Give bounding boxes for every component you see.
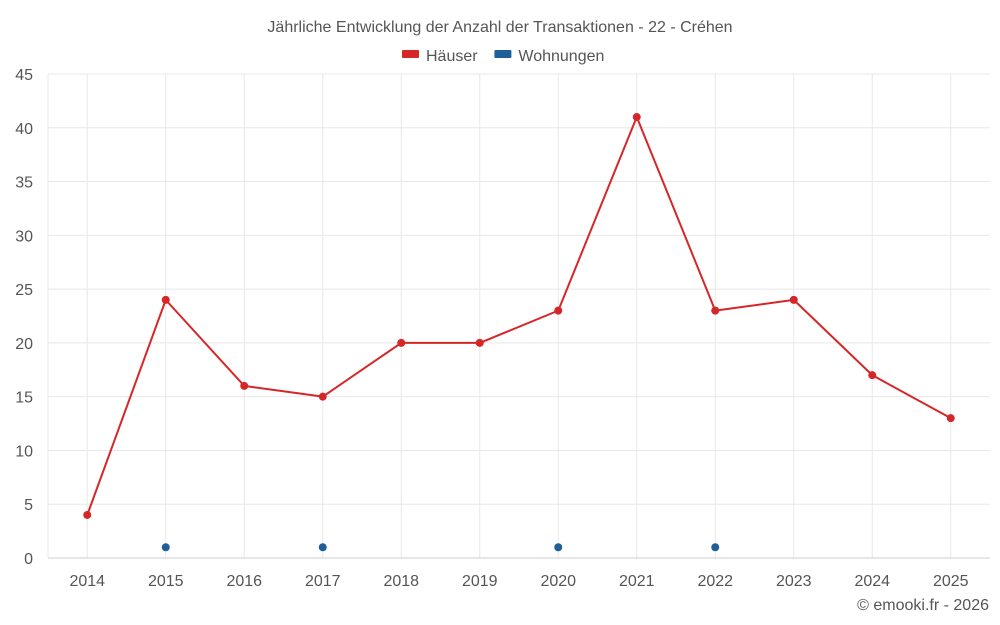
legend-swatch [494, 50, 512, 58]
x-tick-label: 2019 [462, 573, 498, 590]
data-point[interactable] [161, 295, 170, 304]
series-häuser [83, 113, 955, 519]
x-tick-label: 2016 [226, 573, 262, 590]
series-wohnungen [161, 543, 720, 552]
legend: Häuser Wohnungen [402, 48, 604, 65]
data-point[interactable] [554, 306, 563, 315]
data-point[interactable] [83, 510, 92, 519]
x-tick-label: 2023 [776, 573, 812, 590]
data-point[interactable] [318, 392, 327, 401]
data-point[interactable] [397, 338, 406, 347]
y-tick-label: 0 [24, 551, 33, 568]
x-tick-label: 2018 [383, 573, 419, 590]
y-tick-label: 25 [15, 282, 33, 299]
data-point[interactable] [868, 371, 877, 380]
y-tick-label: 20 [15, 336, 33, 353]
y-tick-label: 10 [15, 443, 33, 460]
data-point[interactable] [946, 414, 955, 423]
y-tick-label: 35 [15, 175, 33, 192]
x-tick-label: 2020 [540, 573, 576, 590]
data-point[interactable] [161, 543, 170, 552]
data-point[interactable] [632, 113, 641, 122]
grid-lines [47, 73, 990, 558]
x-tick-label: 2014 [69, 573, 105, 590]
legend-swatch [402, 50, 419, 58]
credit-text: © emooki.fr - 2026 [857, 597, 989, 614]
y-tick-label: 30 [15, 228, 33, 245]
x-tick-label: 2017 [305, 573, 341, 590]
chart-title: Jährliche Entwicklung der Anzahl der Tra… [267, 19, 732, 36]
y-tick-label: 15 [15, 390, 33, 407]
data-point[interactable] [318, 543, 327, 552]
y-tick-label: 45 [15, 67, 33, 84]
series-layer [83, 113, 955, 552]
y-tick-label: 40 [15, 121, 33, 138]
legend-label: Wohnungen [518, 48, 604, 65]
x-tick-label: 2024 [854, 573, 890, 590]
data-point[interactable] [240, 381, 249, 390]
x-tick-label: 2025 [933, 573, 969, 590]
data-point[interactable] [789, 295, 798, 304]
y-tick-label: 5 [24, 497, 33, 514]
legend-item-wohnungen[interactable]: Wohnungen [494, 48, 604, 65]
x-tick-label: 2021 [619, 573, 655, 590]
legend-label: Häuser [426, 48, 478, 65]
data-point[interactable] [711, 306, 720, 315]
x-tick-label: 2015 [148, 573, 184, 590]
data-point[interactable] [711, 543, 720, 552]
data-point[interactable] [554, 543, 563, 552]
x-tick-label: 2022 [697, 573, 733, 590]
legend-item-häuser[interactable]: Häuser [402, 48, 478, 65]
series-line [86, 116, 952, 516]
data-point[interactable] [475, 338, 484, 347]
